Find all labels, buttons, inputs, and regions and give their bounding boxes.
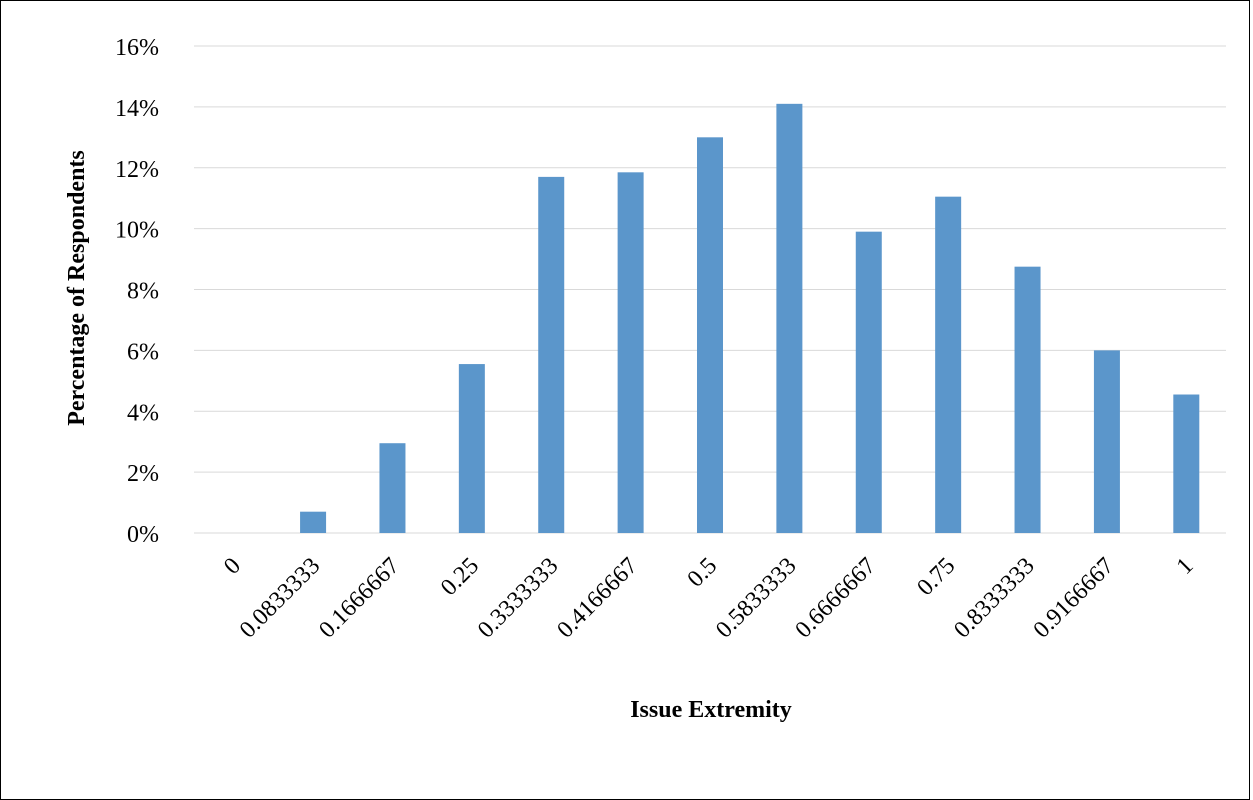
bar [538,176,565,533]
x-tick-label: 0.5833333 [711,553,802,644]
x-tick-label: 0.1666667 [314,553,405,644]
chart-svg: 0% 2% 4% 6% 8% 10% 12% 14% 16% 00.08333330.16666… [64,35,1226,723]
y-tick-labels: 0% 2% 4% 6% 8% 10% 12% 14% 16% [115,35,159,548]
x-axis-title: Issue Extremity [630,697,792,723]
y-tick-label: 8% [127,279,159,305]
y-axis-title: Percentage of Respondents [64,150,90,426]
bar [300,511,327,533]
y-tick-label: 12% [115,157,159,183]
x-tick-label: 0.9166667 [1029,553,1120,644]
bar [1093,350,1120,533]
bar [776,103,803,534]
bar [617,172,644,534]
x-tick-label: 1 [1172,553,1199,580]
y-tick-label: 14% [115,96,159,122]
y-tick-label: 6% [127,339,159,365]
x-tick-label: 0 [219,553,246,580]
x-tick-label: 0.6666667 [791,553,882,644]
bar [1014,266,1041,533]
bar [855,231,882,533]
x-tick-label: 0.8333333 [949,553,1040,644]
bars [300,103,1200,534]
bar [379,443,406,533]
y-tick-label: 4% [127,400,159,426]
bar [458,364,485,533]
x-tick-label: 0.3333333 [473,553,564,644]
x-tick-label: 0.5 [683,553,723,593]
bar [1173,394,1200,533]
y-tick-label: 16% [115,35,159,61]
bar [935,196,962,533]
x-tick-label: 0.25 [436,553,484,601]
bar [697,137,723,533]
y-tick-label: 10% [115,218,159,244]
x-tick-label: 0.0833333 [235,553,326,644]
y-tick-label: 2% [127,461,159,487]
y-tick-label: 0% [127,522,159,548]
x-tick-label: 0.75 [912,553,960,601]
x-tick-label: 0.4166667 [552,553,643,644]
